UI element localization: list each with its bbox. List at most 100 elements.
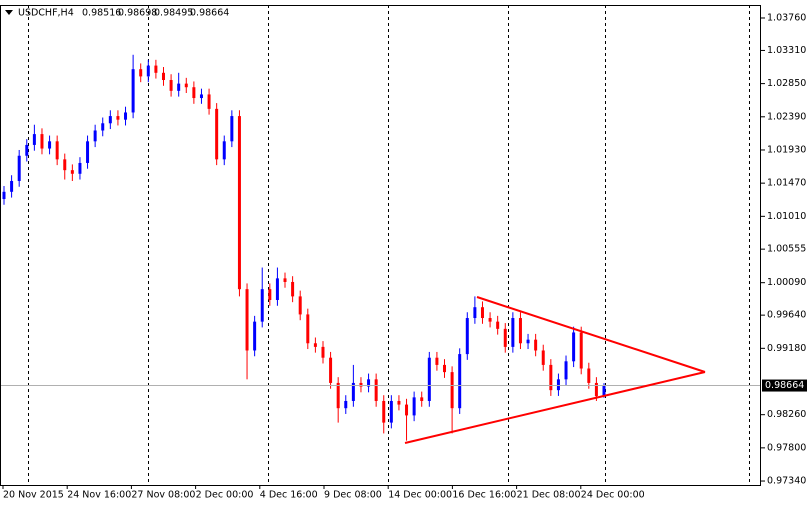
- candle-body: [465, 318, 469, 355]
- candle-body: [397, 400, 401, 405]
- candle-body: [63, 159, 67, 171]
- x-tick-label: 27 Nov 08:00: [131, 490, 195, 501]
- candle-body: [139, 69, 143, 77]
- candle-body: [374, 379, 378, 401]
- candle-body: [594, 382, 598, 397]
- plot-frame: [0, 5, 761, 486]
- candle-body: [511, 318, 515, 347]
- y-tick-label: 1.00090: [767, 277, 806, 288]
- symbol: USDCHF,H4: [18, 8, 74, 19]
- y-tick-label: 0.97340: [767, 476, 806, 487]
- candle-body: [503, 328, 507, 347]
- x-tick-label: 16 Dec 16:00: [452, 490, 516, 501]
- triangle-pattern: [404, 296, 706, 444]
- candle-body: [579, 332, 583, 369]
- candle-body: [199, 94, 203, 99]
- candle-body: [473, 307, 477, 319]
- candle-body: [458, 354, 462, 409]
- y-tick-label: 1.01010: [767, 211, 806, 222]
- candle-body: [496, 321, 500, 329]
- y-tick-label: 0.97800: [767, 442, 806, 453]
- candle-body: [313, 343, 317, 347]
- menu-arrow[interactable]: [5, 10, 13, 15]
- candle-body: [572, 332, 576, 362]
- candle-body: [549, 364, 553, 391]
- candle-body: [321, 346, 325, 358]
- candle-body: [344, 400, 348, 409]
- candle-body: [564, 361, 568, 380]
- x-tick-label: 21 Dec 08:00: [517, 490, 581, 501]
- candle-body: [275, 278, 279, 300]
- candle-body: [534, 339, 538, 351]
- candle-body: [192, 87, 196, 99]
- candle-body: [412, 397, 416, 416]
- candle-body: [291, 281, 295, 297]
- y-tick-label: 1.02390: [767, 111, 806, 122]
- low-value: 0.98495: [154, 8, 193, 19]
- candle-body: [48, 141, 52, 149]
- candle-body: [260, 289, 264, 322]
- price-tag-label: 0.98664: [765, 380, 804, 391]
- candle-body: [367, 379, 371, 387]
- candle-body: [40, 134, 44, 149]
- candle-body: [329, 357, 333, 383]
- candle-body: [443, 364, 447, 373]
- candle-body: [245, 289, 249, 351]
- candle-body: [253, 321, 257, 351]
- candle-body: [161, 72, 165, 81]
- y-tick-label: 0.98260: [767, 409, 806, 420]
- candle-body: [298, 296, 302, 315]
- x-tick-label: 20 Nov 2015: [3, 490, 64, 501]
- candle-body: [587, 368, 591, 383]
- candle-body: [86, 141, 90, 163]
- trendline: [476, 296, 706, 373]
- candle-body: [268, 289, 272, 300]
- candle-body: [108, 116, 112, 124]
- candle-body: [237, 116, 241, 290]
- candle-body: [177, 83, 181, 91]
- candle-body: [450, 372, 454, 409]
- candle-body: [382, 400, 386, 423]
- candle-body: [17, 155, 21, 181]
- candle-body: [55, 141, 59, 160]
- candle-body: [215, 108, 219, 160]
- x-tick-label: 24 Dec 00:00: [581, 490, 645, 501]
- candle-body: [306, 314, 310, 344]
- candle-body: [602, 385, 606, 397]
- candle-body: [526, 339, 530, 344]
- y-tick-label: 1.02850: [767, 78, 806, 89]
- candle-body: [70, 170, 74, 174]
- x-tick-label: 2 Dec 00:00: [196, 490, 254, 501]
- candle-body: [10, 180, 14, 192]
- open-value: 0.98516: [82, 8, 121, 19]
- y-tick-label: 0.99640: [767, 310, 806, 321]
- y-tick-label: 0.99180: [767, 343, 806, 354]
- candle-body: [435, 357, 439, 365]
- candles: [0, 54, 761, 441]
- candle-body: [351, 382, 355, 401]
- candle-body: [78, 162, 82, 174]
- candle-body: [154, 65, 158, 73]
- candle-body: [93, 130, 97, 142]
- candle-body: [283, 278, 287, 282]
- candle-body: [116, 116, 120, 120]
- candle-body: [207, 94, 211, 109]
- candle-body: [480, 307, 484, 319]
- candle-body: [389, 400, 393, 423]
- y-tick-label: 1.03760: [767, 12, 806, 23]
- y-tick-label: 1.03310: [767, 45, 806, 56]
- candle-body: [518, 318, 522, 344]
- candle-body: [184, 83, 188, 88]
- candle-body: [25, 144, 29, 156]
- candle-body: [101, 123, 105, 131]
- candle-body: [131, 69, 135, 113]
- x-tick-label: 24 Nov 16:00: [67, 490, 131, 501]
- candle-body: [124, 112, 128, 120]
- candle-body: [427, 357, 431, 401]
- candle-body: [336, 382, 340, 409]
- candle-body: [488, 318, 492, 322]
- trendline: [404, 371, 706, 444]
- y-tick-label: 1.01470: [767, 178, 806, 189]
- x-tick-label: 14 Dec 00:00: [388, 490, 452, 501]
